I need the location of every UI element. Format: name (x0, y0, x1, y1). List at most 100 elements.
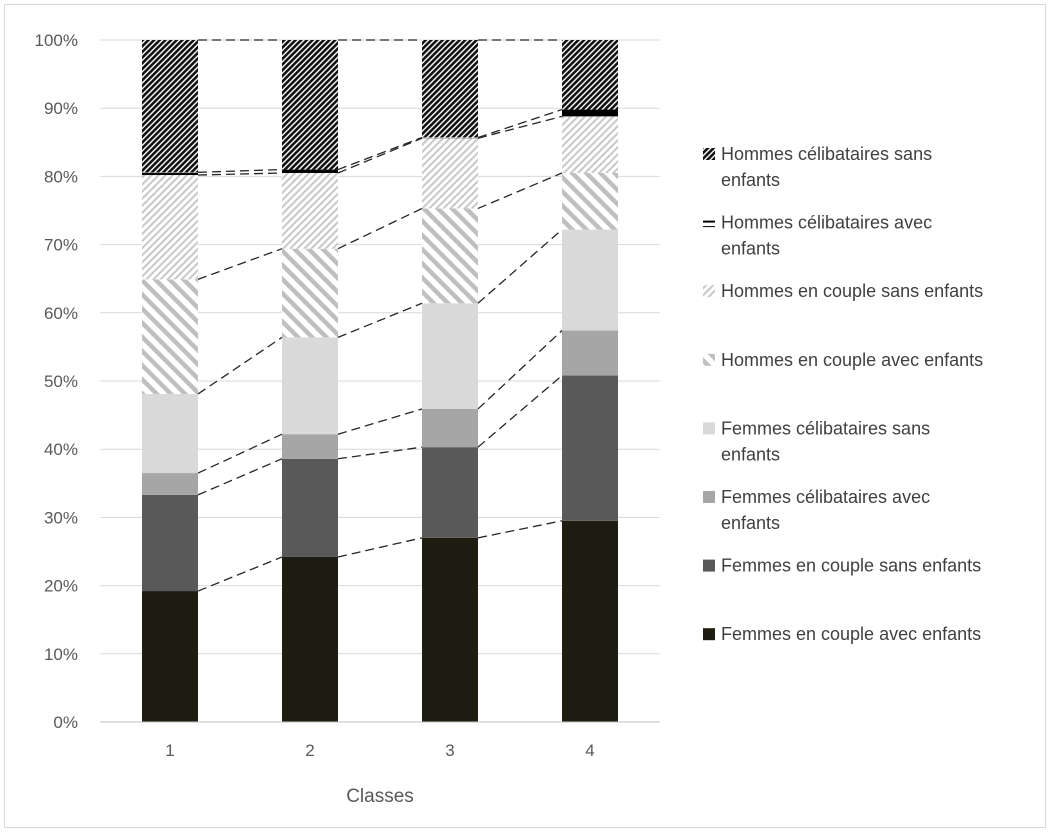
series-connector (337, 137, 423, 174)
legend-label: enfants (721, 170, 780, 190)
bar-segment (142, 393, 198, 474)
legend-label: Femmes en couple sans enfants (721, 556, 981, 576)
series-connector (477, 330, 563, 410)
legend-label: enfants (721, 444, 780, 464)
series-connector (197, 433, 283, 474)
series-connector (197, 248, 283, 280)
legend-label: enfants (721, 239, 780, 259)
legend-label: Hommes célibataires sans (721, 144, 932, 164)
legend-item: Hommes en couple sans enfants (703, 281, 983, 301)
legend-label: Femmes célibataires avec (721, 487, 930, 507)
legend-label: enfants (721, 513, 780, 533)
series-connector (337, 302, 423, 338)
y-tick-label: 20% (44, 577, 78, 596)
bar-segment (142, 473, 198, 495)
bar-segment (142, 494, 198, 592)
legend-item: Femmes célibataires sans enfants (703, 418, 930, 464)
legend-swatch (703, 559, 715, 572)
series-connector (477, 172, 563, 210)
bar-segment (282, 337, 338, 435)
x-axis-title: Classes (346, 786, 414, 807)
bar-segment (282, 434, 338, 459)
bar-segment (562, 330, 618, 376)
bar-segment (282, 248, 338, 338)
series-connector-lines (197, 39, 563, 592)
legend-swatch (703, 353, 715, 366)
series-connector (197, 458, 283, 496)
bar-segment (562, 375, 618, 521)
bar-segment (562, 40, 618, 110)
bars (142, 40, 618, 722)
bar-segment (562, 109, 618, 117)
y-tick-label: 100% (35, 31, 78, 50)
legend-item: Femmes célibataires avec enfants (703, 487, 930, 533)
legend-swatch (703, 422, 715, 435)
legend-item: Hommes en couple avec enfants (703, 350, 983, 370)
legend-item: Femmes en couple avec enfants (703, 624, 981, 644)
y-tick-label: 60% (44, 304, 78, 323)
legend-label: Femmes en couple avec enfants (721, 624, 981, 644)
series-connector (337, 446, 423, 460)
legend-item: Hommes célibataires avec enfants (703, 213, 932, 259)
y-tick-label: 70% (44, 236, 78, 255)
y-tick-label: 40% (44, 440, 78, 459)
y-tick-label: 10% (44, 645, 78, 664)
series-connector (337, 537, 423, 558)
bar-segment (562, 172, 618, 230)
y-tick-label: 0% (53, 713, 78, 732)
bar-segment (562, 229, 618, 331)
y-tick-label: 80% (44, 167, 78, 186)
series-connector (477, 229, 563, 304)
bar-segment (422, 447, 478, 538)
legend-item: Hommes célibataires sans enfants (703, 144, 932, 190)
bar-segment (422, 40, 478, 138)
bar-segment (282, 458, 338, 557)
x-tick-label: 3 (445, 741, 454, 760)
legend-label: Hommes en couple sans enfants (721, 281, 983, 301)
legend-swatch (703, 491, 715, 503)
bar-segment (282, 556, 338, 722)
x-tick-label: 2 (305, 741, 314, 760)
y-tick-label: 50% (44, 372, 78, 391)
series-connector (197, 172, 283, 176)
y-axis-ticks: 0% 10% 20% 30% 40% 50% 60% 70% 80% 90% 100% (35, 31, 78, 732)
series-connector (477, 375, 563, 448)
bar-segment (282, 40, 338, 170)
bar-segment (142, 172, 198, 176)
series-connector (197, 336, 283, 395)
series-connector (337, 136, 423, 171)
bar-segment (142, 175, 198, 280)
series-connector (477, 108, 563, 139)
series-connector (477, 520, 563, 539)
y-tick-label: 90% (44, 99, 78, 118)
bar-segment (562, 116, 618, 173)
legend-item: Femmes en couple sans enfants (703, 556, 981, 576)
series-connector (197, 168, 283, 173)
legend-swatch (703, 628, 715, 641)
legend-label: Femmes célibataires sans (721, 418, 930, 438)
bar-segment (282, 172, 338, 249)
series-connector (197, 556, 283, 592)
series-connector (477, 115, 563, 139)
bar-segment (422, 408, 478, 448)
bar-segment (422, 537, 478, 722)
bar-segment (142, 40, 198, 173)
x-axis-ticks: 1 2 3 4 (165, 741, 594, 760)
y-tick-label: 30% (44, 508, 78, 527)
bar-segment (142, 279, 198, 394)
series-connector (337, 408, 423, 435)
bar-segment (422, 138, 478, 209)
series-connector (337, 207, 423, 250)
bar-segment (562, 520, 618, 722)
x-tick-label: 1 (165, 741, 174, 760)
legend-swatch (703, 148, 715, 160)
bar-segment (142, 591, 198, 722)
legend-swatch (703, 285, 715, 298)
legend-label: Hommes célibataires avec (721, 213, 932, 233)
x-tick-label: 4 (585, 741, 594, 760)
bar-segment (422, 208, 478, 304)
legend-label: Hommes en couple avec enfants (721, 350, 983, 370)
bar-segment (422, 303, 478, 409)
